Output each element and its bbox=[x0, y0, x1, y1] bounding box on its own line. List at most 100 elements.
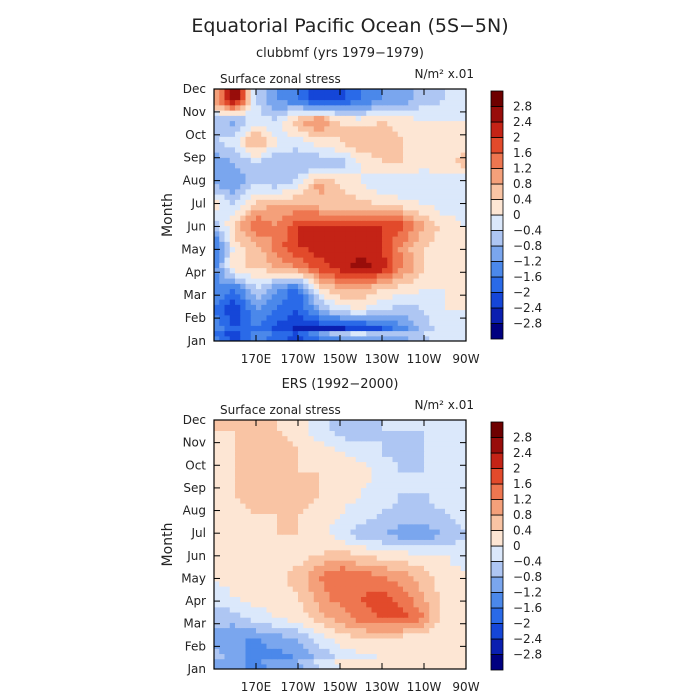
heatmap-cell bbox=[250, 220, 257, 227]
heatmap-cell bbox=[271, 278, 278, 284]
heatmap-cell bbox=[466, 508, 472, 514]
heatmap-cell bbox=[245, 283, 252, 290]
heatmap-cell bbox=[292, 272, 299, 279]
heatmap-cell bbox=[361, 89, 367, 95]
heatmap-cell bbox=[345, 492, 352, 499]
heatmap-cell bbox=[350, 314, 357, 321]
heatmap-cell bbox=[271, 528, 278, 535]
heatmap-cell bbox=[455, 591, 462, 597]
heatmap-cell bbox=[235, 241, 241, 248]
heatmap-cell bbox=[382, 278, 388, 284]
heatmap-cell bbox=[371, 89, 378, 95]
heatmap-cell bbox=[308, 445, 315, 452]
heatmap-cell bbox=[460, 513, 466, 520]
heatmap-cell bbox=[466, 126, 472, 132]
heatmap-cell bbox=[413, 611, 420, 618]
heatmap-cell bbox=[397, 299, 404, 305]
heatmap-cell bbox=[319, 309, 325, 316]
heatmap-cell bbox=[256, 330, 262, 337]
heatmap-cell bbox=[403, 204, 409, 211]
heatmap-cell bbox=[256, 508, 262, 514]
heatmap-cell bbox=[450, 637, 457, 644]
heatmap-cell bbox=[340, 278, 346, 284]
heatmap-cell bbox=[439, 528, 446, 535]
heatmap-cell bbox=[345, 157, 352, 164]
heatmap-cell bbox=[466, 581, 472, 587]
heatmap-cell bbox=[324, 601, 331, 608]
heatmap-cell bbox=[329, 580, 336, 587]
heatmap-cell bbox=[418, 335, 425, 341]
heatmap-cell bbox=[466, 273, 472, 279]
heatmap-cell bbox=[350, 283, 357, 290]
heatmap-cell bbox=[355, 430, 362, 437]
heatmap-cell bbox=[340, 643, 346, 649]
heatmap-cell bbox=[287, 570, 294, 577]
heatmap-cell bbox=[303, 445, 310, 452]
heatmap-cell bbox=[319, 518, 325, 525]
heatmap-cell bbox=[471, 205, 477, 211]
heatmap-cell bbox=[298, 325, 304, 332]
heatmap-cell bbox=[282, 596, 289, 603]
heatmap-cell bbox=[413, 580, 420, 587]
heatmap-cell bbox=[319, 204, 325, 211]
heatmap-cell bbox=[256, 503, 262, 509]
heatmap-cell bbox=[439, 283, 446, 290]
heatmap-cell bbox=[235, 267, 241, 274]
heatmap-cell bbox=[277, 575, 283, 582]
heatmap-cell bbox=[424, 523, 430, 530]
heatmap-cell bbox=[471, 178, 477, 184]
heatmap-cell bbox=[471, 121, 477, 127]
heatmap-cell bbox=[345, 115, 352, 122]
heatmap-cell bbox=[224, 528, 231, 535]
heatmap-cell bbox=[382, 104, 388, 111]
heatmap-cell bbox=[445, 209, 451, 216]
heatmap-cell bbox=[245, 104, 252, 111]
heatmap-cell bbox=[429, 272, 436, 279]
heatmap-cell bbox=[471, 236, 477, 242]
heatmap-cell bbox=[266, 215, 273, 221]
heatmap-cell bbox=[250, 596, 257, 603]
heatmap-cell bbox=[445, 267, 451, 274]
heatmap-cell bbox=[298, 570, 304, 577]
heatmap-cell bbox=[219, 330, 226, 337]
heatmap-cell bbox=[455, 110, 462, 116]
heatmap-cell bbox=[434, 461, 441, 468]
heatmap-cell bbox=[403, 617, 409, 623]
heatmap-cell bbox=[371, 451, 378, 457]
heatmap-cell bbox=[392, 549, 399, 556]
heatmap-cell bbox=[334, 487, 341, 494]
heatmap-cell bbox=[334, 503, 341, 509]
heatmap-cell bbox=[340, 523, 346, 530]
heatmap-cell bbox=[334, 330, 341, 337]
heatmap-cell bbox=[261, 606, 268, 613]
heatmap-cell bbox=[229, 508, 236, 514]
heatmap-cell bbox=[224, 225, 231, 232]
heatmap-cell bbox=[329, 492, 336, 499]
heatmap-cell bbox=[319, 617, 325, 623]
heatmap-cell bbox=[298, 110, 304, 116]
heatmap-cell bbox=[298, 601, 304, 608]
heatmap-cell bbox=[387, 89, 394, 95]
heatmap-cell bbox=[308, 115, 315, 122]
heatmap-cell bbox=[392, 194, 399, 200]
heatmap-cell bbox=[224, 544, 231, 551]
heatmap-cell bbox=[439, 471, 446, 478]
heatmap-cell bbox=[439, 162, 446, 169]
heatmap-cell bbox=[250, 658, 257, 665]
heatmap-cell bbox=[460, 183, 466, 190]
heatmap-cell bbox=[256, 591, 262, 597]
heatmap-cell bbox=[261, 451, 268, 457]
heatmap-cell bbox=[282, 194, 289, 200]
heatmap-cell bbox=[214, 544, 220, 551]
heatmap-cell bbox=[214, 560, 220, 566]
heatmap-cell bbox=[392, 283, 399, 290]
heatmap-cell bbox=[350, 199, 357, 206]
heatmap-cell bbox=[240, 283, 247, 290]
heatmap-cell bbox=[345, 591, 352, 597]
heatmap-cell bbox=[376, 492, 383, 499]
heatmap-cell bbox=[361, 653, 367, 660]
heatmap-cell bbox=[277, 596, 283, 603]
heatmap-cell bbox=[408, 225, 415, 232]
heatmap-cell bbox=[277, 627, 283, 634]
